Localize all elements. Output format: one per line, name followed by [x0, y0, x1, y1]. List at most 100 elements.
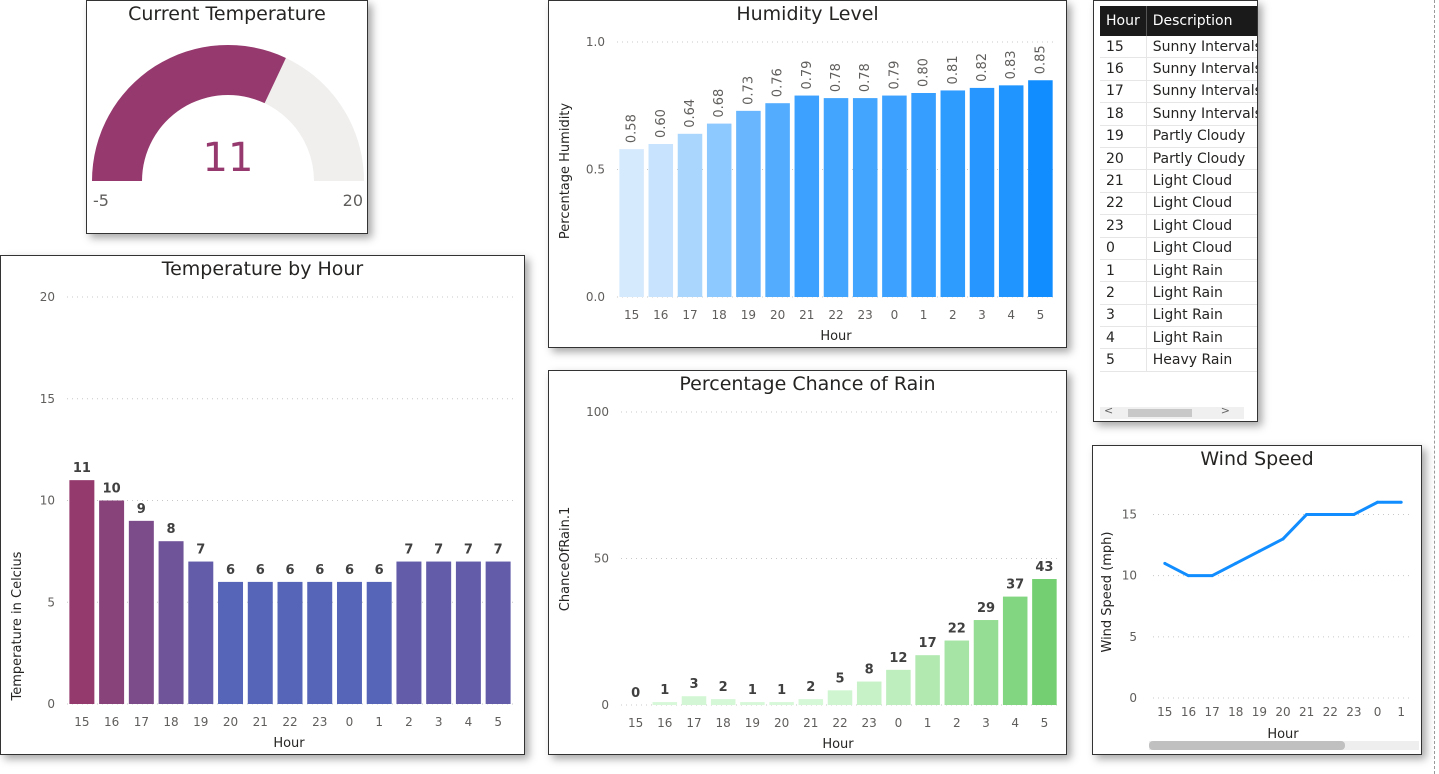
x-tick-label: 18: [163, 715, 178, 729]
bar[interactable]: [915, 655, 940, 705]
table-cell-description: Sunny Intervals: [1146, 57, 1257, 81]
bar[interactable]: [973, 620, 999, 705]
y-tick-label: 15: [1122, 507, 1137, 521]
bar[interactable]: [798, 699, 824, 705]
bar[interactable]: [188, 561, 214, 704]
data-label: 7: [404, 543, 413, 558]
wind-speed-line[interactable]: [1164, 500, 1402, 578]
x-tick-label: 0: [891, 308, 899, 322]
table-row[interactable]: 0 Light Cloud: [1100, 237, 1257, 260]
bar[interactable]: [852, 98, 878, 297]
table-row[interactable]: 5 Heavy Rain: [1100, 348, 1257, 372]
data-label: 0.79: [800, 61, 815, 90]
hour-description-table-card: Hour Description 15 Sunny Intervals 16 Sunn…: [1093, 0, 1258, 422]
x-tick-label: 23: [1346, 705, 1361, 719]
x-tick-label: 4: [465, 715, 473, 729]
bar[interactable]: [455, 561, 481, 704]
table-cell-description: Light Cloud: [1146, 214, 1257, 238]
data-label: 0.79: [887, 61, 902, 90]
bar[interactable]: [827, 690, 853, 705]
bar[interactable]: [485, 561, 511, 704]
data-label: 2: [806, 680, 815, 695]
bar[interactable]: [1002, 596, 1028, 705]
data-label: 0.76: [771, 68, 786, 97]
table-row[interactable]: 22 Light Cloud: [1100, 192, 1257, 216]
bar[interactable]: [158, 541, 184, 704]
bar[interactable]: [944, 640, 970, 705]
x-tick-label: 15: [1157, 705, 1172, 719]
wind-scroll-thumb[interactable]: [1149, 741, 1345, 750]
table-row[interactable]: 23 Light Cloud: [1100, 214, 1257, 238]
bar[interactable]: [619, 149, 644, 297]
bar[interactable]: [426, 561, 452, 704]
table-row[interactable]: 16 Sunny Intervals: [1100, 57, 1257, 81]
bar[interactable]: [856, 681, 882, 705]
bar[interactable]: [648, 144, 674, 297]
bar[interactable]: [736, 110, 761, 297]
table-row[interactable]: 20 Partly Cloudy: [1100, 147, 1257, 171]
table-row[interactable]: 2 Light Rain: [1100, 281, 1257, 305]
scroll-left-arrow[interactable]: <: [1104, 404, 1114, 417]
bar[interactable]: [911, 93, 936, 297]
x-tick-label: 3: [982, 716, 990, 730]
bar[interactable]: [823, 98, 849, 297]
wind-horizontal-scrollbar[interactable]: [1149, 741, 1419, 750]
table-cell-hour: 16: [1100, 57, 1147, 81]
bar[interactable]: [99, 500, 125, 705]
bar[interactable]: [681, 696, 707, 705]
table-row[interactable]: 4 Light Rain: [1100, 326, 1257, 350]
bar[interactable]: [677, 133, 703, 297]
table-row[interactable]: 21 Light Cloud: [1100, 169, 1257, 193]
bar[interactable]: [998, 85, 1024, 297]
bar[interactable]: [886, 669, 911, 705]
bar[interactable]: [652, 702, 678, 705]
data-label: 3: [689, 677, 698, 692]
table-header-description[interactable]: Description: [1146, 6, 1257, 36]
bar[interactable]: [218, 581, 244, 704]
bar[interactable]: [307, 581, 333, 704]
table-row[interactable]: 18 Sunny Intervals: [1100, 102, 1257, 126]
x-tick-label: 5: [1041, 716, 1049, 730]
bar[interactable]: [710, 699, 736, 705]
bar[interactable]: [969, 87, 995, 298]
table-horizontal-scrollbar[interactable]: < >: [1100, 404, 1244, 419]
table-row[interactable]: 15 Sunny Intervals: [1100, 36, 1257, 59]
bar[interactable]: [794, 95, 820, 297]
table-cell-description: Sunny Intervals: [1146, 102, 1257, 126]
bar[interactable]: [336, 581, 362, 704]
bar[interactable]: [882, 95, 907, 297]
table-row[interactable]: 19 Partly Cloudy: [1100, 125, 1257, 148]
table-row[interactable]: 17 Sunny Intervals: [1100, 80, 1257, 104]
table-cell-description: Light Rain: [1146, 304, 1257, 328]
table-header-hour[interactable]: Hour: [1100, 6, 1147, 36]
bar[interactable]: [940, 90, 966, 297]
data-label: 1: [748, 683, 757, 698]
bar[interactable]: [765, 103, 790, 297]
y-tick-label: 0.0: [586, 290, 605, 304]
bar[interactable]: [1028, 80, 1053, 297]
bar[interactable]: [247, 581, 273, 704]
bar[interactable]: [706, 123, 732, 297]
table-cell-description: Light Rain: [1146, 281, 1257, 305]
x-tick-label: 18: [712, 308, 727, 322]
table-row[interactable]: 1 Light Rain: [1100, 259, 1257, 283]
bar[interactable]: [69, 480, 95, 704]
table-row[interactable]: 3 Light Rain: [1100, 304, 1257, 328]
x-tick-label: 1: [375, 715, 383, 729]
scroll-right-arrow[interactable]: >: [1220, 404, 1230, 417]
bar[interactable]: [277, 581, 303, 704]
x-tick-label: 22: [282, 715, 297, 729]
table-cell-hour: 19: [1100, 125, 1147, 148]
x-tick-label: 21: [1299, 705, 1314, 719]
data-label: 0.85: [1033, 45, 1048, 74]
bar[interactable]: [366, 581, 392, 704]
bar[interactable]: [1032, 579, 1057, 705]
table-scroll-thumb[interactable]: [1128, 409, 1192, 417]
bar[interactable]: [396, 561, 422, 704]
y-tick-label: 1.0: [586, 35, 605, 49]
bar[interactable]: [769, 702, 794, 705]
bar[interactable]: [128, 520, 154, 704]
bar[interactable]: [740, 702, 765, 705]
rain-chart-title: Percentage Chance of Rain: [679, 373, 936, 395]
